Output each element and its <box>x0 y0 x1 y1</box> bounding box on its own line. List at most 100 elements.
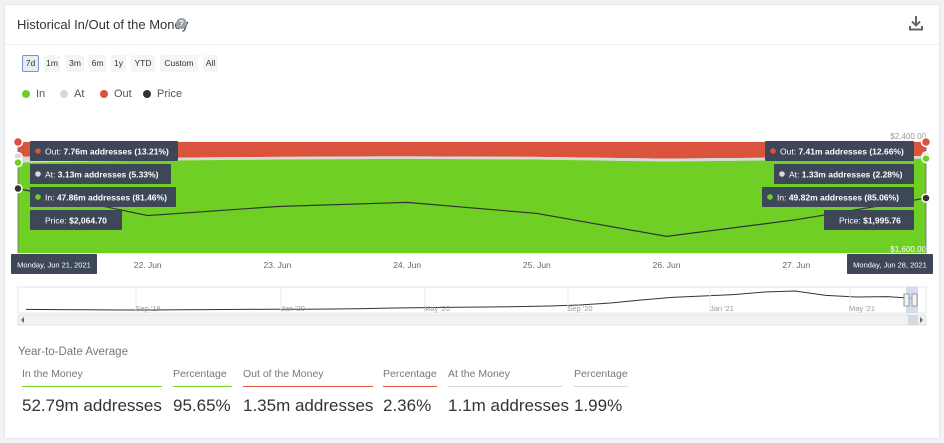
x-tick-label: 23. Jun <box>263 260 291 270</box>
area-in-series <box>18 158 926 253</box>
navigator-label: Jan '21 <box>710 304 734 313</box>
crosshair-date-box <box>11 254 97 274</box>
tooltip-dot-icon <box>35 194 41 200</box>
stat-label: In the Money <box>22 368 162 387</box>
tooltip-price-text: Price: $2,064.70 <box>45 216 107 226</box>
legend-dot-icon <box>143 89 151 98</box>
navigator-handle-left-icon <box>903 293 910 307</box>
tooltip-price-text: Price: $1,995.76 <box>839 216 901 226</box>
y-axis-label-top: $2,400.00 <box>890 132 926 141</box>
tooltip-dot-icon <box>767 194 773 200</box>
navigator-label: May '21 <box>849 304 875 313</box>
navigator-label: Sep '20 <box>567 304 592 313</box>
x-tick-label: 27. Jun <box>782 260 810 270</box>
stat-label: Out of the Money <box>243 368 373 387</box>
legend-label: At <box>74 88 85 100</box>
tooltip-row: Out: 7.41m addresses (12.66%) <box>765 141 914 161</box>
question-circle-icon[interactable]: ? <box>176 18 187 29</box>
stat-value: 95.65% <box>173 396 231 415</box>
legend-item-out[interactable]: Out <box>100 88 132 100</box>
range-1m-button[interactable]: 1m <box>44 55 60 72</box>
stat-label: Percentage <box>574 368 628 387</box>
range-1y-button[interactable]: 1y <box>111 55 126 72</box>
download-icon[interactable] <box>909 15 923 31</box>
crosshair-date-box <box>847 254 933 274</box>
legend-dot-icon <box>22 89 30 98</box>
range-custom-button[interactable]: Custom <box>160 55 198 72</box>
tooltip-dot-icon <box>35 171 41 177</box>
stat-in-the-money: In the Money 52.79m addresses <box>22 368 162 416</box>
stat-out-percentage: Percentage 2.36% <box>383 368 437 416</box>
tooltip-box <box>30 164 171 184</box>
marker-in-point <box>921 153 931 164</box>
tooltip-row: In: 49.82m addresses (85.06%) <box>762 187 914 207</box>
navigator-label: May '20 <box>424 304 450 313</box>
scroll-left-icon <box>21 317 24 323</box>
stat-in-percentage: Percentage 95.65% <box>173 368 232 416</box>
navigator-series-line <box>25 290 919 311</box>
tooltip-price-box <box>824 210 914 230</box>
tooltip-dot-icon <box>779 171 785 177</box>
tooltip-text: In: 47.86m addresses (81.46%) <box>45 193 167 203</box>
navigator-label: Sep '19 <box>135 304 160 313</box>
legend-dot-icon <box>60 89 68 98</box>
stat-label: Percentage <box>173 368 232 387</box>
stat-label: Percentage <box>383 368 437 387</box>
x-tick-label: 26. Jun <box>653 260 681 270</box>
stat-value: 52.79m addresses <box>22 396 162 415</box>
marker-out-point <box>920 136 932 148</box>
y-axis-label-bottom: $1,600.00 <box>890 245 926 254</box>
tooltip-row: At: 1.33m addresses (2.28%) <box>774 164 914 184</box>
tooltip-box <box>762 187 914 207</box>
card-header: Historical In/Out of the Money ? <box>5 5 941 45</box>
range-all-button[interactable]: All <box>203 55 218 72</box>
price-line-series <box>17 187 927 237</box>
range-6m-button[interactable]: 6m <box>89 55 106 72</box>
chart-area[interactable]: 22. Jun 23. Jun 24. Jun 25. Jun 26. Jun 27. J… <box>0 0 944 340</box>
navigator-scrollbar-thumb <box>908 315 918 325</box>
legend-label: Price <box>157 88 183 100</box>
area-out-series <box>18 142 926 159</box>
range-3m-button[interactable]: 3m <box>66 55 84 72</box>
stat-value: 1.1m addresses <box>448 396 569 415</box>
card-title: Historical In/Out of the Money <box>17 17 189 32</box>
stat-at-the-money: At the Money 1.1m addresses <box>448 368 569 416</box>
stat-label: At the Money <box>448 368 562 387</box>
tooltip-row: In: 47.86m addresses (81.46%) <box>30 187 176 207</box>
area-at-series <box>18 156 926 163</box>
tooltip-box <box>30 141 178 161</box>
tooltip-text: At: 3.13m addresses (5.33%) <box>45 170 159 180</box>
crosshair-date-label: Monday, Jun 21, 2021 <box>17 261 91 270</box>
x-tick-label: 24. Jun <box>393 260 421 270</box>
navigator-scrollbar <box>17 314 927 326</box>
marker-price-point <box>921 193 931 203</box>
stat-at-percentage: Percentage 1.99% <box>574 368 628 416</box>
legend-item-price[interactable]: Price <box>143 88 182 100</box>
crosshair-date-label: Monday, Jun 28, 2021 <box>853 261 927 270</box>
legend-dot-icon <box>100 89 108 98</box>
navigator-frame <box>17 286 927 314</box>
stat-value: 1.35m addresses <box>243 396 374 415</box>
tooltip-text: At: 1.33m addresses (2.28%) <box>789 170 903 180</box>
tooltip-box <box>774 164 914 184</box>
marker-price-point <box>13 183 23 194</box>
range-ytd-button[interactable]: YTD <box>131 55 155 72</box>
tooltip-box <box>765 141 914 161</box>
legend-item-at[interactable]: At <box>60 88 84 100</box>
stat-value: 1.99% <box>574 396 623 415</box>
legend-item-in[interactable]: In <box>22 88 45 100</box>
tooltip-text: In: 49.82m addresses (85.06%) <box>777 193 899 203</box>
stats-title: Year-to-Date Average <box>18 346 128 358</box>
tooltip-box <box>30 187 176 207</box>
navigator-label: Jan '20 <box>281 304 305 313</box>
x-tick-label: 25. Jun <box>523 260 551 270</box>
legend-label: In <box>36 88 46 100</box>
tooltip-dot-icon <box>770 148 776 154</box>
tooltip-price-box <box>30 210 122 230</box>
x-tick-label: 22. Jun <box>134 260 162 270</box>
marker-out-point <box>12 136 24 148</box>
legend-label: Out <box>114 88 132 100</box>
stat-value: 2.36% <box>383 396 432 415</box>
tooltip-text: Out: 7.76m addresses (13.21%) <box>45 147 169 157</box>
range-7d-button[interactable]: 7d <box>22 55 39 72</box>
